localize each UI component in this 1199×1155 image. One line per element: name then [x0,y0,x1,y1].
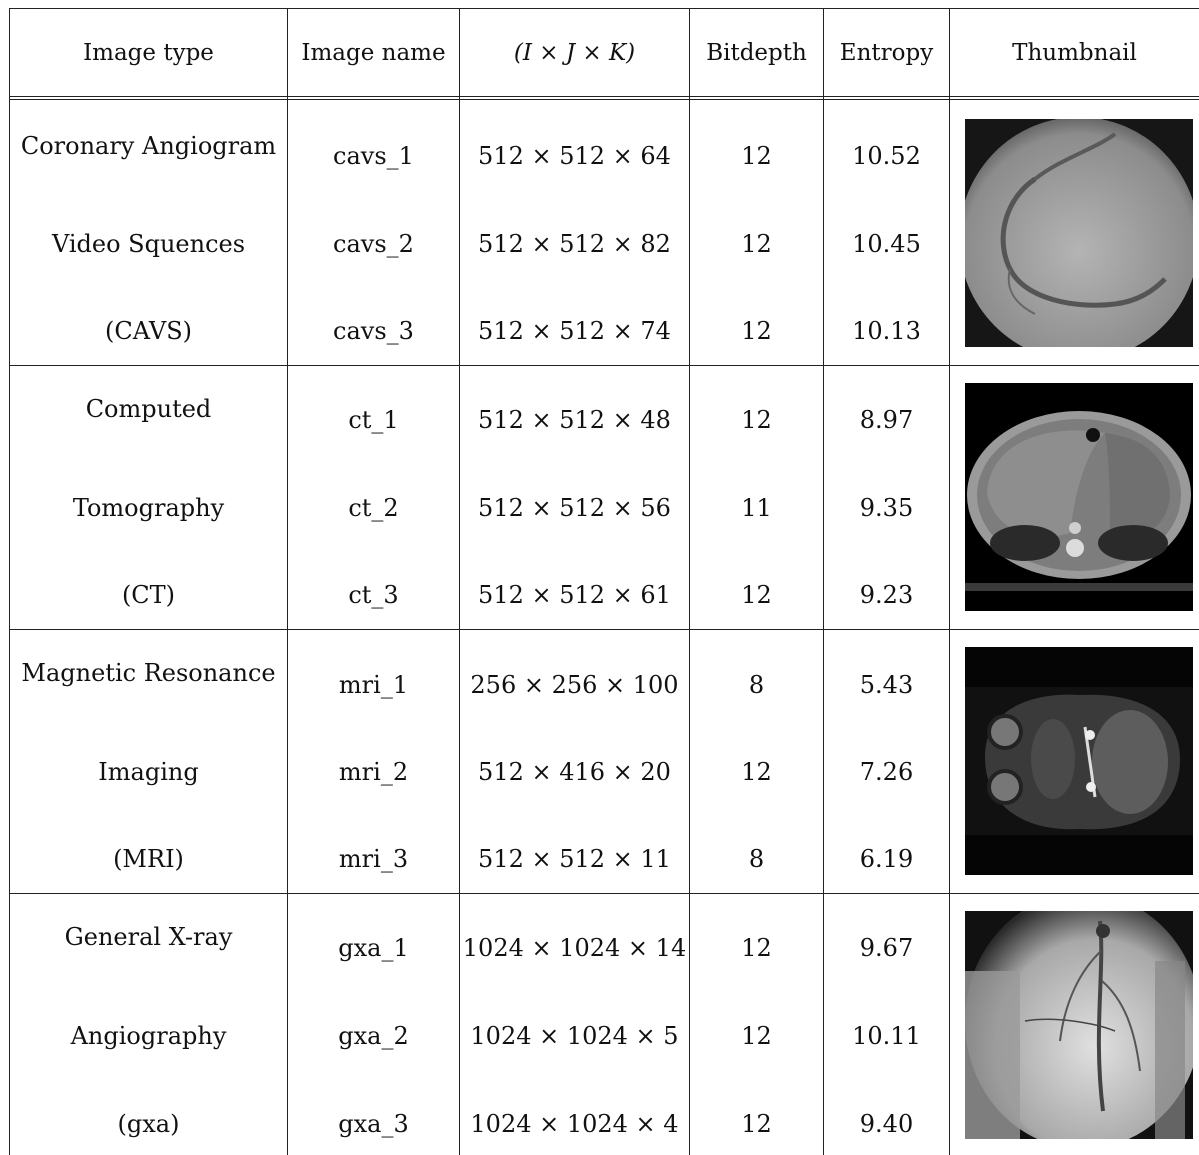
image-entropy: 7.26 [859,758,914,786]
image-bitdepth: 12 [741,934,772,962]
image-dimensions: 256 × 256 × 100 [470,671,679,699]
image-bitdepth: 8 [748,671,765,699]
image-bitdepth: 11 [741,494,772,522]
image-type-line: Angiography [70,1022,227,1050]
image-dimensions: 512 × 512 × 48 [478,406,671,434]
header-thumbnail: Thumbnail [1012,39,1137,66]
image-bitdepth: 8 [748,845,765,873]
image-type-line: Video Squences [51,230,246,258]
image-type-line: Imaging [98,758,199,786]
column-rule-4 [823,8,824,1155]
column-rule-2 [459,8,460,1155]
image-type-line: Computed [85,395,212,423]
image-bitdepth: 12 [741,142,772,170]
image-dimensions: 1024 × 1024 × 4 [470,1110,679,1138]
image-name: ct_3 [348,581,399,609]
image-entropy: 10.11 [852,1022,921,1050]
image-name: mri_1 [338,671,409,699]
image-entropy: 10.52 [852,142,921,170]
image-name: cavs_2 [333,230,414,258]
image-name: ct_1 [348,406,399,434]
image-bitdepth: 12 [741,758,772,786]
header-image-type: Image type [83,39,214,66]
image-entropy: 5.43 [859,671,914,699]
image-entropy: 9.40 [859,1110,914,1138]
image-bitdepth: 12 [741,406,772,434]
image-name: mri_2 [338,758,409,786]
image-entropy: 9.35 [859,494,914,522]
image-name: cavs_1 [333,142,414,170]
image-type-line: Coronary Angiogram [20,132,277,160]
table-top-rule [9,8,1199,9]
image-bitdepth: 12 [741,1110,772,1138]
image-dimensions: 512 × 512 × 74 [478,317,671,345]
image-bitdepth: 12 [741,1022,772,1050]
header-entropy: Entropy [839,39,934,66]
coronary-angiogram-thumbnail [965,119,1193,347]
image-name: gxa_2 [338,1022,409,1050]
column-rule-1 [287,8,288,1155]
mri-scan-thumbnail [965,647,1193,875]
group-rule-1 [9,365,1199,366]
image-type-line: Tomography [72,494,225,522]
header-bitdepth: Bitdepth [706,39,807,66]
image-dimensions: 512 × 512 × 61 [478,581,671,609]
image-entropy: 10.13 [852,317,921,345]
image-name: gxa_3 [338,1110,409,1138]
image-dimensions: 512 × 512 × 82 [478,230,671,258]
group-rule-3 [9,893,1199,894]
image-dimensions: 1024 × 1024 × 5 [470,1022,679,1050]
header-rule [9,96,1199,97]
image-dimensions: 512 × 416 × 20 [478,758,671,786]
image-dimensions: 512 × 512 × 11 [478,845,671,873]
image-entropy: 6.19 [859,845,914,873]
image-bitdepth: 12 [741,230,772,258]
image-dimensions: 512 × 512 × 56 [478,494,671,522]
column-rule-3 [689,8,690,1155]
image-entropy: 9.23 [859,581,914,609]
group-rule-2 [9,629,1199,630]
header-image-name: Image name [301,39,446,66]
image-type-line: Magnetic Resonance [21,659,276,687]
image-entropy: 8.97 [859,406,914,434]
image-type-line: (MRI) [113,845,184,873]
image-name: cavs_3 [333,317,414,345]
image-type-line: (CT) [121,581,176,609]
image-bitdepth: 12 [741,317,772,345]
image-type-line: (gxa) [117,1110,180,1138]
image-type-line: (CAVS) [105,317,192,345]
image-name: gxa_1 [338,934,409,962]
image-dimensions: 512 × 512 × 64 [478,142,671,170]
image-bitdepth: 12 [741,581,772,609]
image-entropy: 9.67 [859,934,914,962]
image-name: mri_3 [338,845,409,873]
image-entropy: 10.45 [852,230,921,258]
image-type-line: General X-ray [64,923,233,951]
column-rule-5 [949,8,950,1155]
ct-scan-thumbnail [965,383,1193,611]
header-rule-double [9,99,1199,100]
column-rule-left [9,8,10,1155]
xray-angiography-thumbnail [965,911,1193,1139]
header-dimensions: (I × J × K) [513,39,636,66]
image-dimensions: 1024 × 1024 × 14 [462,934,687,962]
image-name: ct_2 [348,494,399,522]
